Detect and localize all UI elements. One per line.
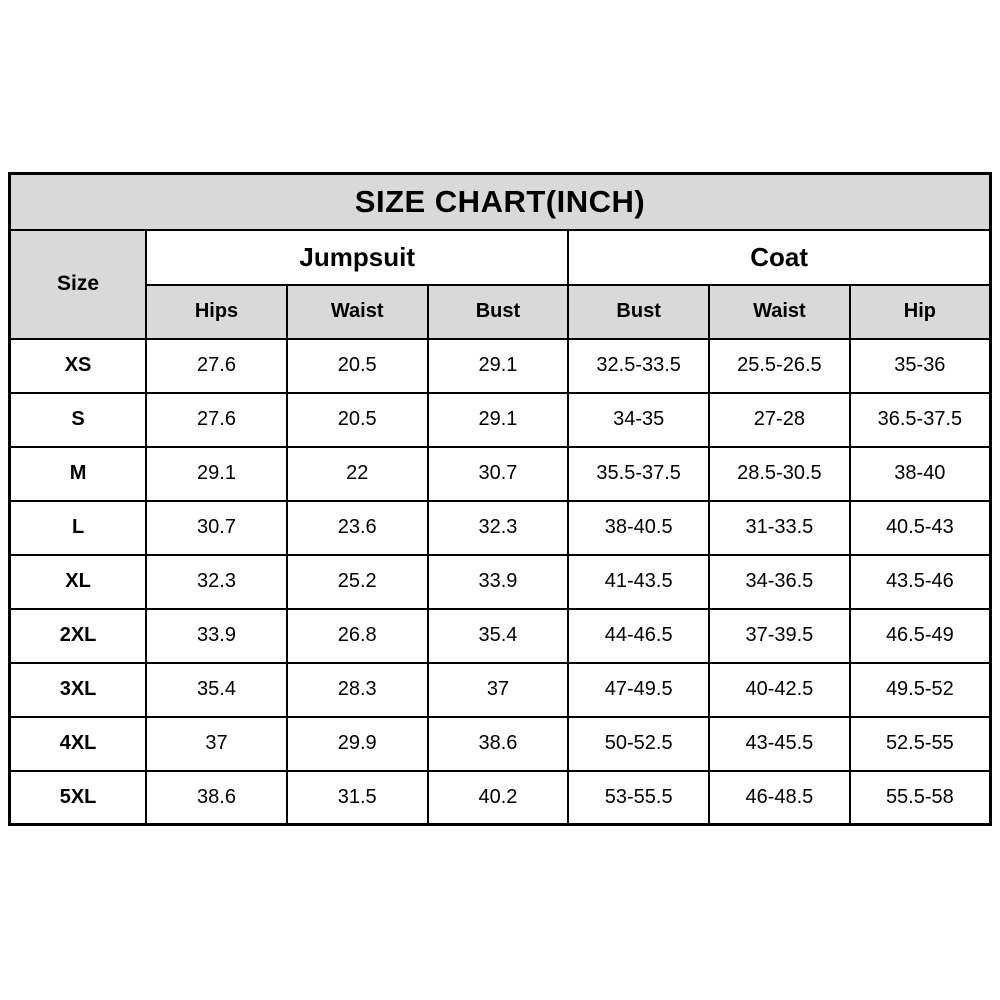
size-label: 5XL: [8, 769, 148, 826]
measurement-value: 46.5-49: [848, 607, 992, 664]
measurement-value: 35.4: [426, 607, 570, 664]
measurement-value: 38-40.5: [567, 499, 711, 556]
measure-column-header: Waist: [285, 283, 429, 340]
measurement-value: 50-52.5: [567, 715, 711, 772]
measurement-value: 29.1: [145, 445, 288, 502]
measure-column-header: Hip: [848, 283, 992, 340]
measurement-value: 35.4: [145, 661, 288, 718]
size-label: S: [8, 391, 148, 448]
measurement-value: 40-42.5: [708, 661, 851, 718]
measurement-value: 35.5-37.5: [567, 445, 711, 502]
size-label: 2XL: [8, 607, 148, 664]
measurement-value: 25.2: [285, 553, 429, 610]
measurement-value: 28.5-30.5: [708, 445, 851, 502]
measurement-value: 32.3: [145, 553, 288, 610]
measurement-value: 43-45.5: [708, 715, 851, 772]
measurement-value: 30.7: [426, 445, 570, 502]
measurement-value: 52.5-55: [848, 715, 992, 772]
size-chart-body: XS 27.6 20.5 29.1 32.5-33.5 25.5-26.5 35-36 S 27…: [8, 337, 992, 826]
measurement-value: 37-39.5: [708, 607, 851, 664]
measurement-value: 40.5-43: [848, 499, 992, 556]
group-header-jumpsuit: Jumpsuit: [145, 228, 570, 286]
group-header-row: Size Jumpsuit Coat: [8, 228, 992, 340]
measurement-value: 35-36: [848, 337, 992, 394]
size-label: M: [8, 445, 148, 502]
measurement-value: 29.9: [285, 715, 429, 772]
measurement-value: 27.6: [145, 391, 288, 448]
measurement-value: 29.1: [426, 391, 570, 448]
size-label: XL: [8, 553, 148, 610]
measurement-value: 36.5-37.5: [848, 391, 992, 448]
measurement-value: 26.8: [285, 607, 429, 664]
size-label: XS: [8, 337, 148, 394]
measurement-value: 27-28: [708, 391, 851, 448]
measurement-value: 37: [145, 715, 288, 772]
table-row: M 29.1 22 30.7 35.5-37.5 28.5-30.5 38-40: [8, 445, 992, 502]
measurement-value: 55.5-58: [848, 769, 992, 826]
size-column-header: Size: [8, 228, 148, 340]
measurement-value: 20.5: [285, 337, 429, 394]
measure-column-header: Bust: [426, 283, 570, 340]
measurement-value: 34-36.5: [708, 553, 851, 610]
table-row: XS 27.6 20.5 29.1 32.5-33.5 25.5-26.5 35-36: [8, 337, 992, 394]
size-label: 3XL: [8, 661, 148, 718]
measurement-value: 49.5-52: [848, 661, 992, 718]
table-row: S 27.6 20.5 29.1 34-35 27-28 36.5-37.5: [8, 391, 992, 448]
measure-column-header: Waist: [708, 283, 851, 340]
measurement-value: 29.1: [426, 337, 570, 394]
measurement-value: 32.5-33.5: [567, 337, 711, 394]
measurement-value: 43.5-46: [848, 553, 992, 610]
title-row: SIZE CHART(INCH): [8, 172, 992, 231]
measurement-value: 28.3: [285, 661, 429, 718]
table-row: 3XL 35.4 28.3 37 47-49.5 40-42.5 49.5-52: [8, 661, 992, 718]
measurement-value: 44-46.5: [567, 607, 711, 664]
measure-column-header: Bust: [567, 283, 711, 340]
table-row: 5XL 38.6 31.5 40.2 53-55.5 46-48.5 55.5-58: [8, 769, 992, 826]
measurement-value: 38-40: [848, 445, 992, 502]
measurement-value: 37: [426, 661, 570, 718]
measurement-value: 22: [285, 445, 429, 502]
measurement-value: 47-49.5: [567, 661, 711, 718]
size-label: L: [8, 499, 148, 556]
table-row: 2XL 33.9 26.8 35.4 44-46.5 37-39.5 46.5-49: [8, 607, 992, 664]
measurement-value: 25.5-26.5: [708, 337, 851, 394]
measure-column-header: Hips: [145, 283, 288, 340]
measurement-value: 38.6: [145, 769, 288, 826]
measurement-value: 20.5: [285, 391, 429, 448]
table-row: L 30.7 23.6 32.3 38-40.5 31-33.5 40.5-43: [8, 499, 992, 556]
measurement-value: 34-35: [567, 391, 711, 448]
table-row: 4XL 37 29.9 38.6 50-52.5 43-45.5 52.5-55: [8, 715, 992, 772]
chart-title: SIZE CHART(INCH): [8, 172, 992, 231]
measurement-value: 33.9: [426, 553, 570, 610]
size-chart-table: SIZE CHART(INCH) Size Jumpsuit Coat Hips…: [8, 172, 992, 826]
measurement-value: 46-48.5: [708, 769, 851, 826]
measurement-value: 38.6: [426, 715, 570, 772]
measurement-value: 53-55.5: [567, 769, 711, 826]
measurement-value: 23.6: [285, 499, 429, 556]
measurement-value: 31-33.5: [708, 499, 851, 556]
table-row: XL 32.3 25.2 33.9 41-43.5 34-36.5 43.5-46: [8, 553, 992, 610]
measurement-value: 31.5: [285, 769, 429, 826]
measurement-value: 32.3: [426, 499, 570, 556]
size-label: 4XL: [8, 715, 148, 772]
measurement-value: 41-43.5: [567, 553, 711, 610]
measurement-value: 40.2: [426, 769, 570, 826]
measurement-value: 27.6: [145, 337, 288, 394]
measurement-value: 30.7: [145, 499, 288, 556]
sub-header-row: Hips Waist Bust Bust Waist Hip: [10, 283, 992, 340]
measurement-value: 33.9: [145, 607, 288, 664]
group-header-coat: Coat: [567, 228, 992, 286]
